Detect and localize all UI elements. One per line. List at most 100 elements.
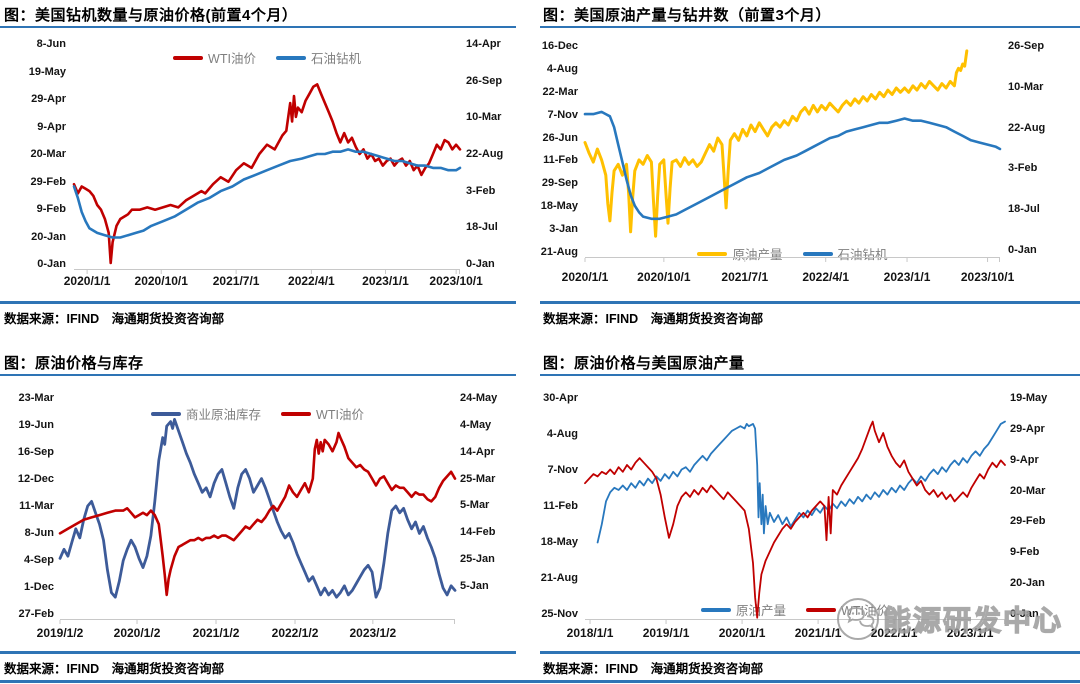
legend-item: 石油钻机 (275, 48, 361, 67)
y-axis-tick-label: 22-Mar (542, 85, 578, 98)
chart-plot-area (58, 392, 457, 624)
y-axis-tick-label: 9-Apr (1010, 453, 1039, 466)
legend-label: 原油产量 (736, 604, 787, 618)
y-axis-tick-label: 9-Feb (1010, 546, 1040, 559)
legend-swatch (151, 411, 182, 416)
x-axis: 2020/1/1 2020/10/1 2021/7/1 2022/4/1 2023/1/… (562, 270, 1015, 286)
x-axis-tick-label: 2023/1/1 (883, 270, 931, 284)
y-axis-tick-label: 26-Jun (542, 131, 578, 144)
wechat-icon (837, 598, 879, 640)
y-axis-right: 24-May 4-May 14-Apr 25-Mar 5-Mar 14-Feb 25-Jan… (460, 392, 512, 592)
series-line (596, 420, 1006, 544)
y-axis-tick-label: 21-Aug (540, 572, 578, 584)
series-line (583, 49, 969, 238)
y-axis-tick-label: 11-Feb (543, 500, 578, 512)
y-axis-right: 26-Sep 10-Mar 22-Aug 3-Feb 18-Jul 0-Jan (1008, 40, 1058, 256)
y-axis-tick-label: 19-Jun (18, 419, 54, 431)
watermark-text: 能源研发中心 (882, 604, 1064, 636)
legend-label: 石油钻机 (837, 248, 888, 262)
y-axis-tick-label: 5-Jan (460, 579, 489, 592)
y-axis-left: 30-Apr 4-Aug 7-Nov 11-Feb 18-May 21-Aug 25-Nov (522, 392, 578, 620)
x-axis-tick-label: 2021/7/1 (721, 270, 769, 284)
y-axis-tick-label: 16-Sep (17, 446, 54, 458)
x-axis: 2018/1/1 2019/1/1 2020/1/1 2021/1/1 2022/1/1… (567, 626, 1005, 642)
legend-label: WTI油价 (316, 408, 364, 422)
y-axis-tick-label: 3-Jan (549, 223, 578, 235)
x-axis-tick-label: 2023/1/1 (362, 274, 409, 288)
x-axis-tick-label: 2020/1/1 (718, 626, 766, 640)
x-axis-tick-label: 2018/1/1 (566, 626, 614, 640)
legend-swatch (173, 55, 204, 60)
line-chart-svg (584, 420, 1006, 624)
y-axis-tick-label: 3-Feb (1008, 162, 1038, 175)
data-source-label: 数据来源：IFIND 海通期货投资咨询部 (543, 662, 764, 676)
source-divider (0, 651, 516, 654)
y-axis-left: 8-Jun 19-May 29-Apr 9-Apr 20-Mar 29-Feb 9-Feb 2… (0, 38, 66, 270)
x-axis-tick-label: 2021/1/2 (192, 626, 240, 640)
source-divider (0, 301, 516, 304)
y-axis-tick-label: 29-Apr (1010, 422, 1045, 435)
y-axis-tick-label: 20-Mar (30, 148, 66, 160)
y-axis-tick-label: 8-Jun (24, 527, 54, 539)
y-axis-tick-label: 14-Apr (466, 38, 501, 50)
y-axis-tick-label: 27-Feb (18, 608, 54, 620)
x-axis-tick-label: 2021/7/1 (212, 274, 260, 288)
y-axis-tick-label: 19-May (28, 65, 66, 78)
data-source-label: 数据来源：IFIND 海通期货投资咨询部 (543, 312, 764, 326)
x-axis-tick-label: 2022/1/1 (870, 626, 918, 640)
page-bottom-divider (0, 680, 1080, 683)
line-chart-svg (583, 49, 1002, 262)
x-axis-tick-label: 2020/10/1 (637, 270, 691, 284)
y-axis-tick-label: 10-Mar (1008, 80, 1044, 93)
watermark: 能源研发中心 (836, 597, 1063, 641)
series-line (58, 417, 457, 599)
title-divider (540, 26, 1080, 28)
y-axis-tick-label: 4-May (460, 418, 492, 431)
source-divider (540, 301, 1080, 304)
y-axis-tick-label: 9-Feb (36, 203, 66, 215)
y-axis-tick-label: 5-Mar (460, 499, 490, 512)
data-source-label: 数据来源：IFIND 海通期货投资咨询部 (4, 312, 225, 326)
legend-item: WTI油价 (281, 404, 364, 423)
line-chart-svg (72, 83, 462, 274)
line-chart-svg (58, 417, 457, 624)
y-axis-tick-label: 20-Mar (1010, 484, 1046, 497)
y-axis-tick-label: 8-Jun (36, 38, 66, 50)
x-axis-tick-label: 2022/4/1 (802, 270, 850, 284)
y-axis-tick-label: 4-Aug (546, 62, 578, 75)
chart-plot-area (72, 38, 462, 274)
panel-wti-price-vs-inventory: 图：原油价格与库存 数据来源：IFIND 海通期货投资咨询部 23-Mar 19-… (0, 348, 516, 684)
x-axis: 2020/1/1 2020/10/1 2021/7/1 2022/4/1 2023/1/… (64, 274, 483, 290)
y-axis-tick-label: 7-Nov (547, 464, 578, 476)
y-axis-tick-label: 29-Feb (1010, 515, 1046, 528)
legend-item: 石油钻机 (802, 244, 888, 263)
y-axis-tick-label: 18-Jul (466, 221, 498, 234)
y-axis-tick-label: 20-Jan (31, 230, 66, 243)
y-axis-tick-label: 9-Apr (37, 120, 66, 133)
series-line (72, 148, 462, 239)
y-axis-tick-label: 4-Aug (546, 428, 578, 440)
y-axis-tick-label: 4-Sep (24, 554, 54, 566)
y-axis-tick-label: 7-Nov (547, 108, 578, 121)
y-axis-tick-label: 1-Dec (24, 581, 54, 593)
y-axis-tick-label: 26-Sep (466, 74, 503, 87)
y-axis-tick-label: 11-Mar (19, 500, 54, 512)
panel-wti-price-vs-us-production: 图：原油价格与美国原油产量 数据来源：IFIND 海通期货投资咨询部 30-Ap… (520, 348, 1080, 684)
y-axis-tick-label: 14-Feb (460, 526, 496, 539)
series-line (58, 431, 457, 597)
data-source-label: 数据来源：IFIND 海通期货投资咨询部 (4, 662, 225, 676)
legend-swatch (275, 55, 306, 60)
x-axis-tick-label: 2019/1/1 (642, 626, 690, 640)
x-axis-tick-label: 2023/10/1 (960, 270, 1015, 284)
y-axis-tick-label: 22-Aug (466, 147, 504, 160)
x-axis-tick-label: 2023/10/1 (429, 274, 483, 288)
y-axis-tick-label: 11-Feb (543, 154, 578, 167)
y-axis-tick-label: 24-May (460, 392, 498, 404)
chart-legend: 商业原油库存 WTI油价 (60, 404, 455, 423)
y-axis-tick-label: 20-Jan (1010, 577, 1045, 590)
legend-item: 原油产量 (701, 600, 786, 619)
legend-label: 石油钻机 (310, 52, 361, 66)
y-axis-tick-label: 0-Jan (1008, 243, 1037, 256)
y-axis-tick-label: 19-May (1010, 392, 1048, 404)
y-axis-tick-label: 29-Apr (31, 93, 66, 105)
